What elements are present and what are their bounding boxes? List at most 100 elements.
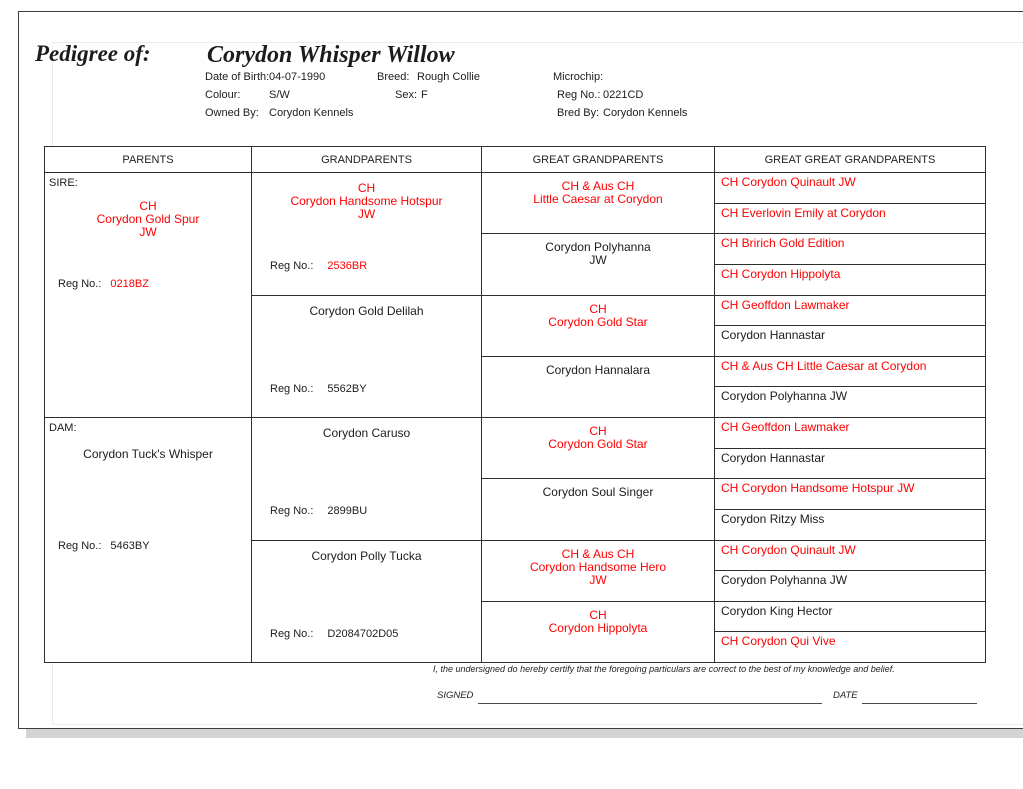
ancestor-name: CH Corydon Quinault JW: [721, 542, 856, 557]
sex-label: Sex:: [395, 89, 418, 101]
reg-value: 5463BY: [110, 540, 150, 552]
breed-value: Rough Collie: [417, 71, 480, 83]
pedigree-of-label: Pedigree of:: [35, 41, 151, 66]
great-great-grandparent-cell: Corydon Hannastar: [715, 326, 986, 357]
owned-by-value: Corydon Kennels: [269, 107, 354, 119]
ancestor-name: CH Corydon Qui Vive: [721, 634, 836, 649]
ancestor-name: CH Corydon Quinault JW: [721, 175, 856, 189]
header-great-great-grandparents: GREAT GREAT GRANDPARENTS: [715, 147, 986, 173]
ancestor-name: Corydon Ritzy Miss: [721, 511, 825, 526]
great-grandparent-cell: CH Corydon Gold Star: [482, 295, 715, 357]
dam-cell: DAM: Corydon Tuck's Whisper Reg No.: 5463…: [45, 418, 252, 663]
sire-cell: SIRE: CH Corydon Gold Spur JW Reg No.: 02…: [45, 173, 252, 418]
great-grandparent-cell: Corydon Soul Singer: [482, 479, 715, 541]
ancestor-name: CH Bririch Gold Edition: [721, 236, 845, 251]
header-grandparents: GRANDPARENTS: [252, 147, 482, 173]
ancestor-name: Corydon Polyhanna JW: [721, 573, 848, 588]
ancestor-name: CH Geoffdon Lawmaker: [721, 420, 850, 434]
colour-label: Colour:: [205, 89, 241, 101]
dog-name: Corydon Whisper Willow: [207, 42, 455, 68]
reg-value: 0218BZ: [110, 278, 149, 290]
owned-by-label: Owned By:: [205, 107, 259, 119]
sire-name: CH Corydon Gold Spur JW: [96, 199, 200, 239]
ancestor-name: CH Corydon Hippolyta: [721, 266, 841, 281]
reg-label: Reg No.:: [270, 627, 314, 640]
ancestor-name: CH & Aus CH Little Caesar at Corydon: [533, 179, 663, 206]
ancestor-name: Corydon Gold Delilah: [309, 303, 424, 318]
header-parents: PARENTS: [45, 147, 252, 173]
grandparent-cell: Corydon Gold Delilah Reg No.: 5562BY: [252, 295, 482, 418]
reg-no-label: Reg No.:: [557, 89, 601, 101]
pedigree-table: PARENTS GRANDPARENTS GREAT GRANDPARENTS …: [44, 146, 986, 663]
microchip-label: Microchip:: [553, 71, 604, 83]
header-great-grandparents: GREAT GRANDPARENTS: [482, 147, 715, 173]
ancestor-reg: Reg No.: 2536BR: [270, 260, 367, 272]
dob-value: 04-07-1990: [269, 71, 326, 83]
great-grandparent-cell: Corydon Hannalara: [482, 356, 715, 418]
date-label: DATE: [833, 690, 858, 701]
great-grandparent-cell: CH & Aus CH Corydon Handsome Hero JW: [482, 540, 715, 602]
ancestor-name: CH Corydon Gold Star: [548, 424, 648, 451]
great-grandparent-cell: Corydon Polyhanna JW: [482, 234, 715, 296]
sire-reg: Reg No.: 0218BZ: [58, 278, 149, 290]
great-great-grandparent-cell: Corydon Hannastar: [715, 448, 986, 480]
sire-label: SIRE:: [49, 177, 78, 189]
great-great-grandparent-cell: Corydon Polyhanna JW: [715, 571, 986, 602]
reg-label: Reg No.:: [270, 260, 314, 272]
bred-by-value: Corydon Kennels: [603, 107, 688, 119]
grandparent-cell: Corydon Polly Tucka Reg No.: D2084702D05: [252, 540, 482, 663]
great-great-grandparent-cell: CH & Aus CH Little Caesar at Corydon: [715, 356, 986, 388]
great-great-grandparent-cell: CH Corydon Quinault JW: [715, 540, 986, 572]
signature-line: [478, 703, 822, 704]
ancestor-name: Corydon Caruso: [322, 426, 411, 440]
ancestor-reg: Reg No.: 2899BU: [270, 505, 367, 517]
reg-value: D2084702D05: [327, 627, 399, 640]
great-great-grandparent-cell: CH Bririch Gold Edition: [715, 234, 986, 265]
ancestor-name: CH Geoffdon Lawmaker: [721, 297, 850, 312]
ancestor-name: Corydon Hannastar: [721, 450, 826, 465]
ancestor-name: CH Corydon Hippolyta: [548, 607, 648, 635]
dob-label: Date of Birth:: [205, 71, 270, 83]
great-great-grandparent-cell: CH Corydon Handsome Hotspur JW: [715, 479, 986, 510]
great-great-grandparent-cell: Corydon Ritzy Miss: [715, 509, 986, 541]
reg-label: Reg No.:: [270, 382, 314, 395]
colour-value: S/W: [269, 89, 290, 101]
reg-label: Reg No.:: [58, 278, 102, 290]
dam-reg: Reg No.: 5463BY: [58, 540, 150, 552]
ancestor-reg: Reg No.: 5562BY: [270, 383, 367, 395]
reg-no-value: 0221CD: [603, 89, 644, 101]
reg-value: 2899BU: [327, 505, 368, 517]
ancestor-name: Corydon Hannastar: [721, 328, 826, 343]
ancestor-name: CH & Aus CH Little Caesar at Corydon: [721, 358, 927, 373]
ancestor-name: Corydon Polyhanna JW: [721, 389, 848, 404]
ancestor-reg: Reg No.: D2084702D05: [270, 628, 398, 640]
great-great-grandparent-cell: CH Corydon Quinault JW: [715, 173, 986, 204]
grandparent-cell: CH Corydon Handsome Hotspur JW Reg No.: 2…: [252, 173, 482, 296]
reg-value: 2536BR: [327, 260, 368, 272]
great-great-grandparent-cell: CH Geoffdon Lawmaker: [715, 295, 986, 327]
ancestor-name: Corydon Soul Singer: [542, 485, 654, 500]
ancestor-name: CH Corydon Gold Star: [548, 301, 648, 329]
great-great-grandparent-cell: Corydon King Hector: [715, 601, 986, 633]
certification-statement: I, the undersigned do hereby certify tha…: [433, 664, 895, 674]
great-grandparent-cell: CH Corydon Gold Star: [482, 418, 715, 480]
sex-value: F: [421, 89, 428, 101]
great-great-grandparent-cell: CH Corydon Qui Vive: [715, 632, 986, 663]
great-great-grandparent-cell: Corydon Polyhanna JW: [715, 387, 986, 418]
ancestor-name: CH Corydon Handsome Hotspur JW: [721, 481, 915, 496]
grandparent-cell: Corydon Caruso Reg No.: 2899BU: [252, 418, 482, 541]
ancestor-name: Corydon Polly Tucka: [311, 548, 422, 563]
great-great-grandparent-cell: CH Everlovin Emily at Corydon: [715, 203, 986, 235]
date-line: [862, 703, 977, 704]
great-grandparent-cell: CH Corydon Hippolyta: [482, 601, 715, 663]
dam-label: DAM:: [49, 422, 77, 434]
ancestor-name: CH Everlovin Emily at Corydon: [721, 205, 886, 220]
reg-value: 5562BY: [327, 382, 367, 395]
ancestor-name: CH Corydon Handsome Hotspur JW: [290, 181, 443, 221]
great-great-grandparent-cell: CH Geoffdon Lawmaker: [715, 418, 986, 449]
great-great-grandparent-cell: CH Corydon Hippolyta: [715, 264, 986, 296]
ancestor-name: Corydon King Hector: [721, 603, 833, 618]
ancestor-name: Corydon Polyhanna JW: [545, 240, 651, 268]
reg-label: Reg No.:: [270, 505, 314, 517]
